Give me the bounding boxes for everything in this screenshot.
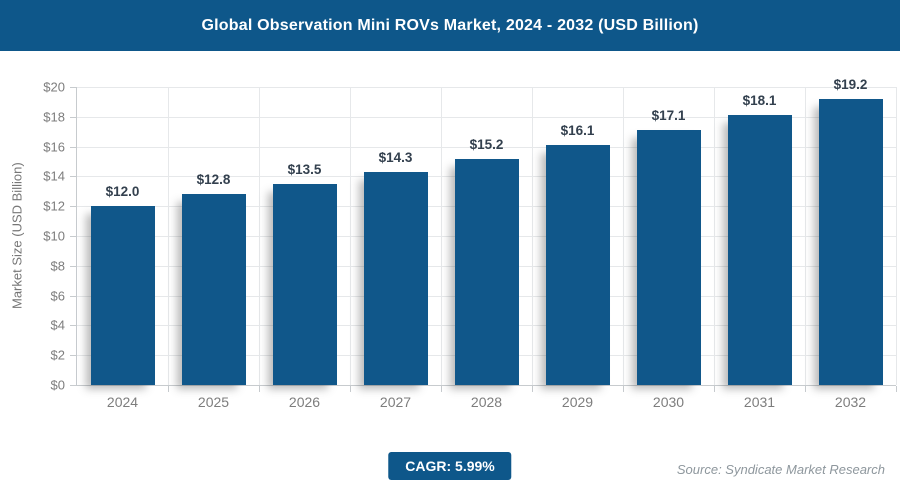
y-tick-label: $18 [43, 109, 65, 125]
y-axis-tick [70, 206, 76, 208]
bar-value-label: $16.1 [560, 123, 595, 139]
x-tick-label: 2027 [379, 394, 412, 410]
y-axis-tick [70, 176, 76, 178]
source-attribution: Source: Syndicate Market Research [676, 462, 885, 477]
y-axis-tick [70, 146, 76, 148]
x-axis-tick [896, 386, 897, 392]
y-tick-label: $4 [50, 317, 65, 333]
y-tick-label: $8 [50, 258, 65, 274]
x-grid-line [805, 87, 806, 385]
bar [272, 183, 337, 385]
x-tick-label: 2030 [652, 394, 685, 410]
bar-value-label: $13.5 [287, 161, 322, 177]
y-tick-label: $6 [50, 288, 65, 304]
x-tick-label: 2025 [197, 394, 230, 410]
bar-value-label: $15.2 [469, 136, 504, 152]
x-axis-tick [441, 386, 442, 392]
bar [90, 206, 155, 385]
y-grid-line [77, 146, 896, 148]
x-tick-label: 2024 [106, 394, 139, 410]
x-grid-line [532, 87, 533, 385]
bar-value-label: $12.8 [196, 172, 231, 188]
bar [636, 130, 701, 385]
y-axis-tick [70, 236, 76, 237]
bar [545, 145, 610, 385]
x-tick-label: 2028 [470, 394, 503, 410]
x-grid-line [350, 87, 351, 385]
y-tick-label: $12 [43, 198, 65, 214]
x-grid-line [441, 87, 442, 385]
cagr-badge: CAGR: 5.99% [388, 452, 512, 480]
y-tick-label: $14 [43, 168, 65, 184]
bar [454, 158, 519, 385]
x-tick-label: 2032 [834, 394, 867, 410]
y-tick-label: $20 [43, 79, 65, 95]
bar-value-label: $17.1 [651, 108, 686, 124]
y-tick-label: $2 [50, 347, 65, 363]
chart-title: Global Observation Mini ROVs Market, 202… [201, 16, 699, 34]
bar-value-label: $18.1 [742, 93, 777, 109]
bar [818, 98, 883, 385]
x-axis-tick [623, 386, 624, 392]
plot-area: $0 $2 $4 $6 $8 $10 $12 $14 $16 $18 $20 $12.0 2024 $12… [43, 77, 897, 410]
y-tick-label: $0 [50, 377, 65, 393]
y-grid-line [77, 116, 896, 118]
x-axis-tick [532, 386, 533, 392]
y-grid-line [77, 87, 896, 88]
y-axis-title: Market Size (USD Billion) [9, 162, 25, 310]
y-axis-tick [70, 355, 76, 357]
bar-value-label: $19.2 [833, 76, 868, 92]
bar [363, 171, 428, 385]
x-tick-label: 2029 [561, 394, 594, 410]
y-axis-tick [70, 385, 76, 386]
y-tick-label: $10 [43, 228, 65, 244]
x-axis-tick [350, 386, 351, 392]
x-axis-tick [714, 386, 715, 392]
y-axis-tick [70, 295, 76, 297]
y-axis-tick [70, 87, 76, 88]
chart-title-bar: Global Observation Mini ROVs Market, 202… [0, 0, 900, 51]
x-grid-line [714, 87, 715, 385]
bar [181, 194, 246, 385]
x-grid-line [168, 87, 169, 385]
x-tick-label: 2026 [288, 394, 321, 410]
x-grid-line [259, 87, 260, 385]
bar [727, 115, 792, 385]
x-axis-tick [259, 386, 260, 392]
bar-value-label: $12.0 [105, 184, 140, 200]
y-axis-tick [70, 265, 76, 267]
x-grid-line [623, 87, 624, 385]
x-tick-label: 2031 [743, 394, 776, 410]
bar-value-label: $14.3 [378, 149, 413, 165]
y-axis-tick [70, 325, 76, 327]
x-axis-tick [168, 386, 169, 392]
x-grid-line [896, 87, 897, 385]
y-axis-tick [70, 116, 76, 118]
x-axis-tick [805, 386, 806, 392]
y-tick-label: $16 [43, 139, 65, 155]
